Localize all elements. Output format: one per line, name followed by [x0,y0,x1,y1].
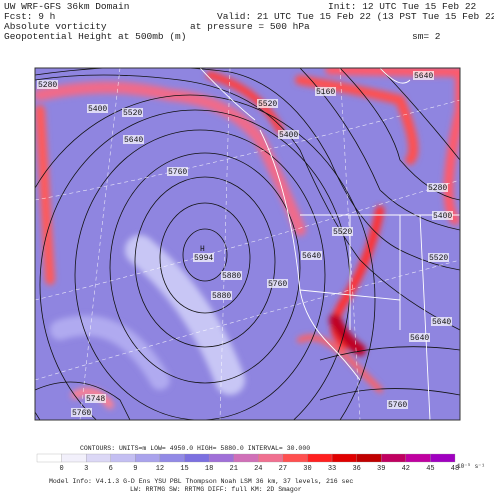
colorbar-swatch [61,453,87,463]
contour-label-box [431,317,452,326]
colorbar-tick-label: 30 [303,465,311,473]
contour-label: 5520 [429,254,448,263]
contour-label-box [123,135,144,144]
contour-label: 5994 [194,254,213,263]
colorbar-tick-label: 21 [230,465,238,473]
colorbar-swatch [430,453,456,463]
contour-label-box [427,183,448,192]
colorbar-swatch [282,453,308,463]
colorbar-tick-label: 0 [59,465,63,473]
colorbar-swatch [36,453,62,463]
contour-label: 5520 [123,109,142,118]
colorbar-swatch [356,453,382,463]
colorbar-tick-label: 36 [352,465,360,473]
contour-label-box [301,251,322,260]
header-left-line: Geopotential Height at 500mb (m) [4,31,186,42]
contour-label: 5520 [258,100,277,109]
contour-label: 5640 [124,136,143,145]
contour-label-box [409,333,430,342]
contour-label-box [167,167,188,176]
model-info: Model Info: V4.1.3 G-D Ens YSU PBL Thomp… [49,478,353,485]
contour-label: 5280 [428,184,447,193]
contour-label-box [37,80,58,89]
colorbar-tick-label: 39 [377,465,385,473]
map-field [35,68,460,420]
colorbar-tick-label: 48 [451,465,459,473]
contour-label-box [267,279,288,288]
colorbar-tick-label: 45 [426,465,434,473]
contour-label-box [71,408,92,417]
colorbar-tick-label: 42 [402,465,410,473]
colorbar-tick-label: 15 [180,465,188,473]
contour-label-box [85,394,106,403]
header-left-line: Absolute vorticity [4,21,107,32]
colorbar-swatch [110,453,136,463]
header-left-line: UW WRF-GFS 36km Domain [4,1,129,12]
colorbar-swatch [331,453,357,463]
colorbar-tick-label: 24 [254,465,262,473]
colorbar-tick-label: 9 [133,465,137,473]
header-right-line: at pressure = 500 hPa [190,21,310,32]
contour-labels: 5280 5400 5520 5640 5760 5994 5880 5880 5760 5640… [37,71,453,418]
colorbar-swatch [159,453,185,463]
contour-label: 5748 [86,395,105,404]
colorbar-tick-label: 18 [205,465,213,473]
colorbar-swatch [258,453,284,463]
contour-label: 5400 [279,131,298,140]
contour-label: 5640 [410,334,429,343]
colorbar-tick-label: 3 [84,465,88,473]
header-right-line: sm= 2 [412,31,441,42]
colorbar-swatch [405,453,431,463]
colorbar-tick-label: 6 [109,465,113,473]
contour-label: 5880 [212,292,231,301]
colorbar-swatch [307,453,333,463]
colorbar-swatch [135,453,161,463]
contour-label-box [257,99,278,108]
contour-label-box [432,211,453,220]
colorbar-tick-label: 12 [156,465,164,473]
colorbar-tick-label: 33 [328,465,336,473]
contour-label-box [278,130,299,139]
contour-label: 5400 [433,212,452,221]
colorbar-swatch [208,453,234,463]
colorbar-swatch [86,453,111,463]
contour-label-box [211,291,232,300]
contour-label-box [413,71,434,80]
colorbar-unit: 10⁻⁵ s⁻¹ [457,463,485,470]
contour-label: 5760 [388,401,407,410]
contour-label: 5760 [168,168,187,177]
contour-label-box [193,253,214,262]
contour-label-box [332,227,353,236]
contour-label: 5760 [268,280,287,289]
contour-label-box [428,253,449,262]
contour-label: 5760 [72,409,91,418]
colorbar-swatch [184,453,210,463]
contour-label-box [315,87,336,96]
header-right-line: Valid: 21 UTC Tue 15 Feb 22 (13 PST Tue … [217,11,494,22]
contour-label: 5160 [316,88,335,97]
colorbar-swatch [233,453,259,463]
header-right-line: Init: 12 UTC Tue 15 Feb 22 [328,1,477,12]
contour-label: 5640 [302,252,321,261]
contour-label: 5880 [222,272,241,281]
contour-label-box [87,104,108,113]
contour-label-box [387,400,408,409]
model-physics: LW: RRTMG SW: RRTMG DIFF: full KM: 2D Sm… [130,486,302,493]
high-marker: H [200,245,205,254]
colorbar-tick-label: 27 [279,465,287,473]
header-left-line: Fcst: 9 h [4,11,55,22]
contour-label: 5400 [88,105,107,114]
contour-label: 5520 [333,228,352,237]
colorbar-swatch [381,453,406,463]
contour-label-box [221,271,242,280]
contour-label: 5280 [38,81,57,90]
contour-label: 5640 [432,318,451,327]
contours-info: CONTOURS: UNITS=m LOW= 4950.0 HIGH= 5880… [80,445,310,452]
map-frame [34,67,461,421]
contour-label-box [122,108,143,117]
contour-label: 5640 [414,72,433,81]
